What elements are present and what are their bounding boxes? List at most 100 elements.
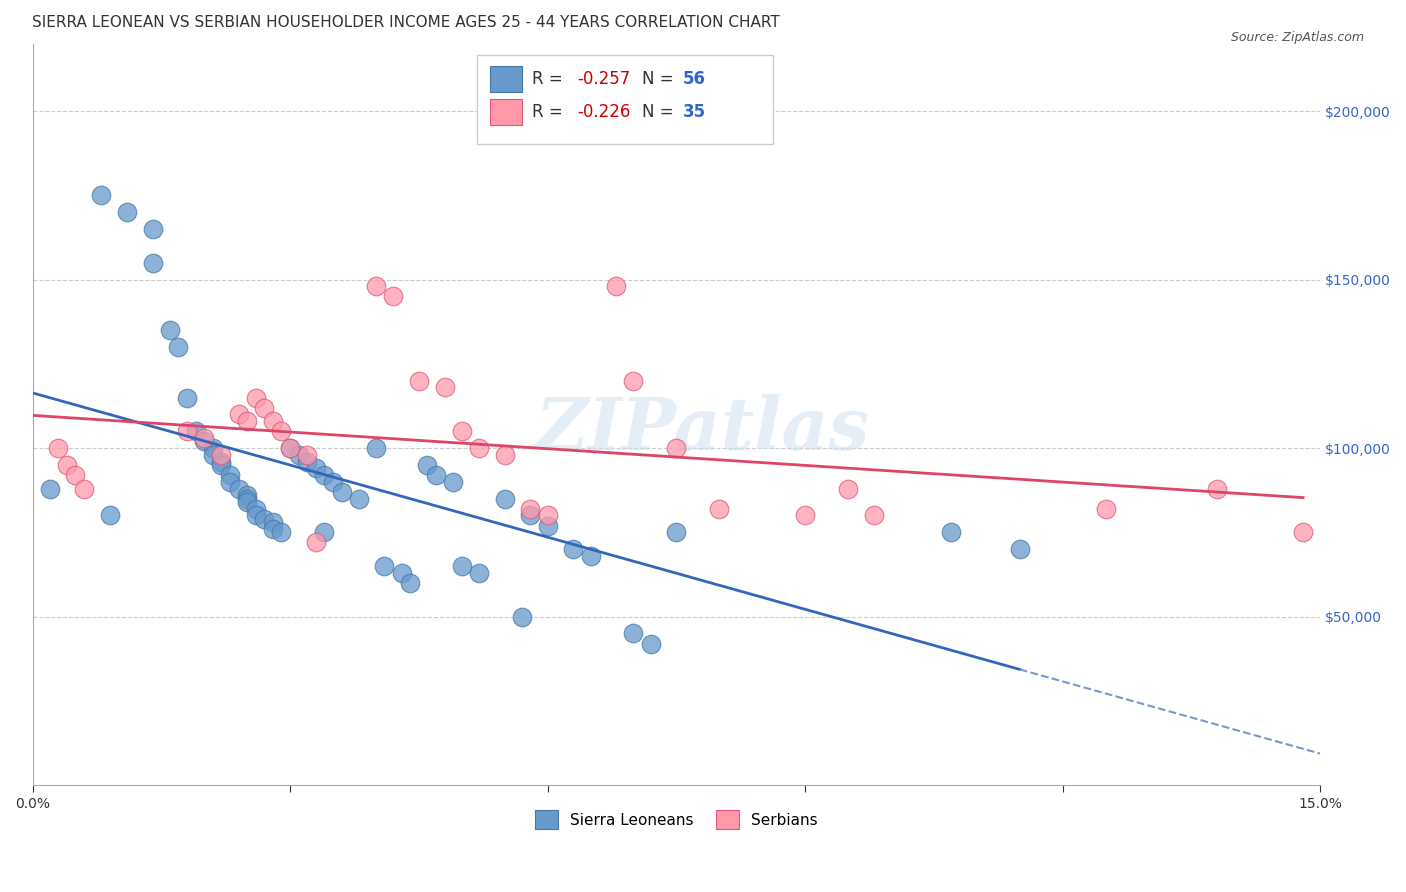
Point	[193, 431, 215, 445]
Point	[305, 461, 328, 475]
Point	[450, 424, 472, 438]
FancyBboxPatch shape	[477, 54, 773, 144]
Point	[562, 542, 585, 557]
Point	[278, 441, 301, 455]
Point	[219, 468, 242, 483]
Point	[305, 535, 328, 549]
Point	[536, 508, 558, 523]
Point	[794, 508, 817, 523]
Point	[236, 488, 259, 502]
Point	[347, 491, 370, 506]
Point	[245, 508, 267, 523]
Point	[939, 525, 962, 540]
Text: R =: R =	[531, 70, 568, 87]
Point	[193, 434, 215, 449]
Point	[364, 441, 387, 455]
Point	[399, 575, 422, 590]
Point	[98, 508, 121, 523]
Point	[159, 323, 181, 337]
Point	[364, 279, 387, 293]
Point	[297, 448, 319, 462]
FancyBboxPatch shape	[489, 99, 522, 125]
Point	[494, 448, 516, 462]
Point	[209, 448, 232, 462]
Point	[219, 475, 242, 489]
Point	[605, 279, 627, 293]
Point	[115, 205, 138, 219]
Point	[176, 424, 198, 438]
Point	[90, 188, 112, 202]
Point	[623, 626, 645, 640]
Point	[201, 441, 224, 455]
Point	[468, 441, 491, 455]
Point	[579, 549, 602, 563]
Point	[253, 401, 276, 415]
Point	[391, 566, 413, 580]
Point	[142, 222, 165, 236]
Point	[176, 391, 198, 405]
Text: 56: 56	[683, 70, 706, 87]
Point	[519, 501, 541, 516]
Point	[228, 482, 250, 496]
Point	[56, 458, 79, 472]
Point	[314, 468, 336, 483]
Point	[236, 491, 259, 506]
Text: Source: ZipAtlas.com: Source: ZipAtlas.com	[1230, 31, 1364, 45]
Point	[408, 374, 430, 388]
Legend: Sierra Leoneans, Serbians: Sierra Leoneans, Serbians	[527, 803, 825, 837]
Point	[314, 525, 336, 540]
Point	[201, 448, 224, 462]
Point	[510, 609, 533, 624]
Text: N =: N =	[641, 70, 679, 87]
Point	[262, 515, 284, 529]
Point	[253, 512, 276, 526]
Point	[433, 380, 456, 394]
Point	[382, 289, 405, 303]
Point	[236, 495, 259, 509]
Point	[184, 424, 207, 438]
Point	[1292, 525, 1315, 540]
Point	[209, 458, 232, 472]
Point	[270, 525, 292, 540]
Point	[322, 475, 344, 489]
Point	[46, 441, 69, 455]
Point	[1094, 501, 1116, 516]
Text: -0.226: -0.226	[578, 103, 631, 121]
Point	[519, 508, 541, 523]
Point	[330, 484, 353, 499]
Point	[262, 522, 284, 536]
Point	[245, 501, 267, 516]
Point	[709, 501, 731, 516]
Text: 35: 35	[683, 103, 706, 121]
Point	[623, 374, 645, 388]
Point	[1206, 482, 1229, 496]
Point	[270, 424, 292, 438]
Text: ZIPatlas: ZIPatlas	[536, 393, 869, 465]
Point	[287, 448, 309, 462]
Point	[494, 491, 516, 506]
Point	[167, 340, 190, 354]
Point	[373, 559, 395, 574]
Text: -0.257: -0.257	[578, 70, 630, 87]
Point	[297, 454, 319, 468]
Point	[416, 458, 439, 472]
Point	[278, 441, 301, 455]
Point	[209, 454, 232, 468]
Point	[536, 518, 558, 533]
Text: SIERRA LEONEAN VS SERBIAN HOUSEHOLDER INCOME AGES 25 - 44 YEARS CORRELATION CHAR: SIERRA LEONEAN VS SERBIAN HOUSEHOLDER IN…	[32, 15, 780, 30]
Point	[142, 256, 165, 270]
Text: R =: R =	[531, 103, 568, 121]
Point	[262, 414, 284, 428]
Text: N =: N =	[641, 103, 679, 121]
Point	[73, 482, 96, 496]
Point	[837, 482, 859, 496]
Point	[228, 408, 250, 422]
Point	[665, 525, 688, 540]
Point	[425, 468, 447, 483]
Point	[450, 559, 472, 574]
Point	[1008, 542, 1031, 557]
Point	[665, 441, 688, 455]
Point	[468, 566, 491, 580]
Point	[640, 636, 662, 650]
Point	[245, 391, 267, 405]
